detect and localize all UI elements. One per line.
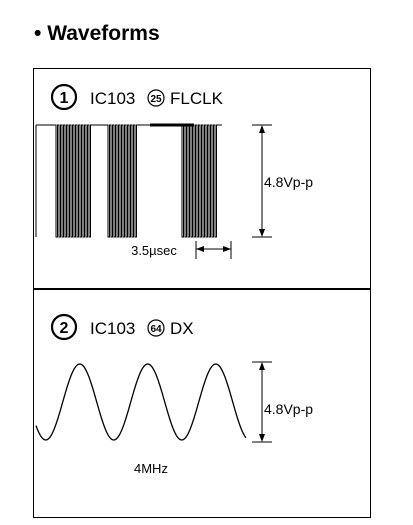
ic-label-2: IC103 <box>90 319 135 338</box>
pin-circle-1 <box>147 89 165 107</box>
period-arrowhead-left <box>196 246 204 252</box>
title-text: Waveforms <box>47 22 160 45</box>
frequency-label: 4MHz <box>134 461 168 476</box>
circle-number-2 <box>50 313 78 341</box>
amplitude-arrowhead-up-2 <box>259 362 265 370</box>
pin-circle-2 <box>147 319 165 337</box>
period-arrowhead-right <box>223 246 231 252</box>
pin-number-2: 64 <box>150 324 162 335</box>
waveform-2-svg: 2 IC103 64 DX 4.8Vp-p 4MHz <box>35 313 313 476</box>
sine-waveform <box>35 363 247 441</box>
circle-number-1 <box>50 83 78 111</box>
title-bullet: • <box>34 22 42 45</box>
signal-label-2: DX <box>170 319 194 338</box>
amplitude-label-1: 4.8Vp-p <box>264 174 313 190</box>
amplitude-label-2: 4.8Vp-p <box>264 401 313 417</box>
pulse-path <box>35 124 222 238</box>
waveform-1-svg: 1 IC103 25 FLCLK 4.8Vp-p 3.5µsec <box>35 83 313 259</box>
panel-number-2: 2 <box>60 320 69 337</box>
page-title: • Waveforms <box>34 22 160 46</box>
amplitude-arrowhead-down-1 <box>259 229 265 237</box>
waveform-panel-2: 2 IC103 64 DX 4.8Vp-p 4MHz <box>33 288 371 518</box>
waveform-panel-1: 1 IC103 25 FLCLK 4.8Vp-p 3.5µsec <box>33 68 371 290</box>
ic-label-1: IC103 <box>90 89 135 108</box>
clock-waveform <box>35 123 222 238</box>
amplitude-arrowhead-down-2 <box>259 434 265 442</box>
pin-number-1: 25 <box>150 94 162 105</box>
panel-number-1: 1 <box>60 90 69 107</box>
amplitude-arrowhead-up-1 <box>259 125 265 133</box>
signal-label-1: FLCLK <box>170 89 224 108</box>
period-label: 3.5µsec <box>131 243 177 258</box>
